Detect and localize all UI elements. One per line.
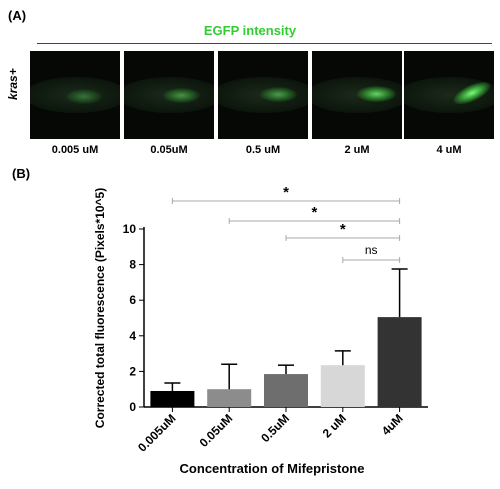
egfp-glow	[66, 89, 103, 104]
panel-a-label: (A)	[8, 8, 27, 23]
larva-silhouette	[30, 77, 120, 113]
x-tick-label: 0.5uM	[258, 411, 292, 445]
title-divider	[37, 43, 492, 44]
x-tick-label: 0.005uM	[135, 411, 178, 454]
microscopy-image	[404, 51, 494, 139]
x-tick-label: 0.05uM	[197, 411, 236, 450]
concentration-label: 2 uM	[344, 144, 370, 156]
y-tick-label: 6	[129, 293, 136, 307]
x-tick-label: 4uM	[379, 411, 406, 438]
bar-0.5uM	[264, 374, 308, 407]
concentration-label: 0.05uM	[150, 144, 188, 156]
y-tick-label: 4	[129, 329, 136, 343]
significance-label: *	[311, 204, 317, 221]
egfp-glow	[357, 86, 396, 102]
egfp-glow	[260, 87, 298, 103]
bar-0.005uM	[150, 390, 195, 407]
y-tick-label: 0	[129, 400, 136, 414]
concentration-label: 0.5 uM	[245, 144, 281, 156]
concentration-label: 0.005 uM	[51, 144, 99, 156]
concentration-label: 4 uM	[436, 144, 462, 156]
x-axis-title: Concentration of Mifepristone	[180, 461, 365, 476]
bar-0.05uM	[207, 389, 252, 407]
x-tick-label: 2 uM	[320, 411, 349, 440]
y-tick-label: 8	[129, 258, 136, 272]
panel-b-label: (B)	[12, 166, 31, 181]
significance-label: *	[340, 221, 346, 238]
bar-4uM	[377, 317, 422, 407]
significance-label: *	[283, 184, 289, 201]
egfp-glow	[163, 88, 200, 103]
y-axis-title: Corrected total fluorescence (Pixels*10^…	[93, 188, 107, 428]
bar-2-uM	[320, 365, 365, 407]
egfp-intensity-title: EGFP intensity	[203, 23, 297, 38]
microscopy-image	[218, 51, 308, 139]
y-tick-label: 10	[123, 222, 137, 236]
microscopy-image	[312, 51, 402, 139]
y-tick-label: 2	[129, 364, 136, 378]
microscopy-image	[30, 51, 120, 139]
microscopy-image	[124, 51, 214, 139]
significance-label: ns	[365, 243, 378, 257]
